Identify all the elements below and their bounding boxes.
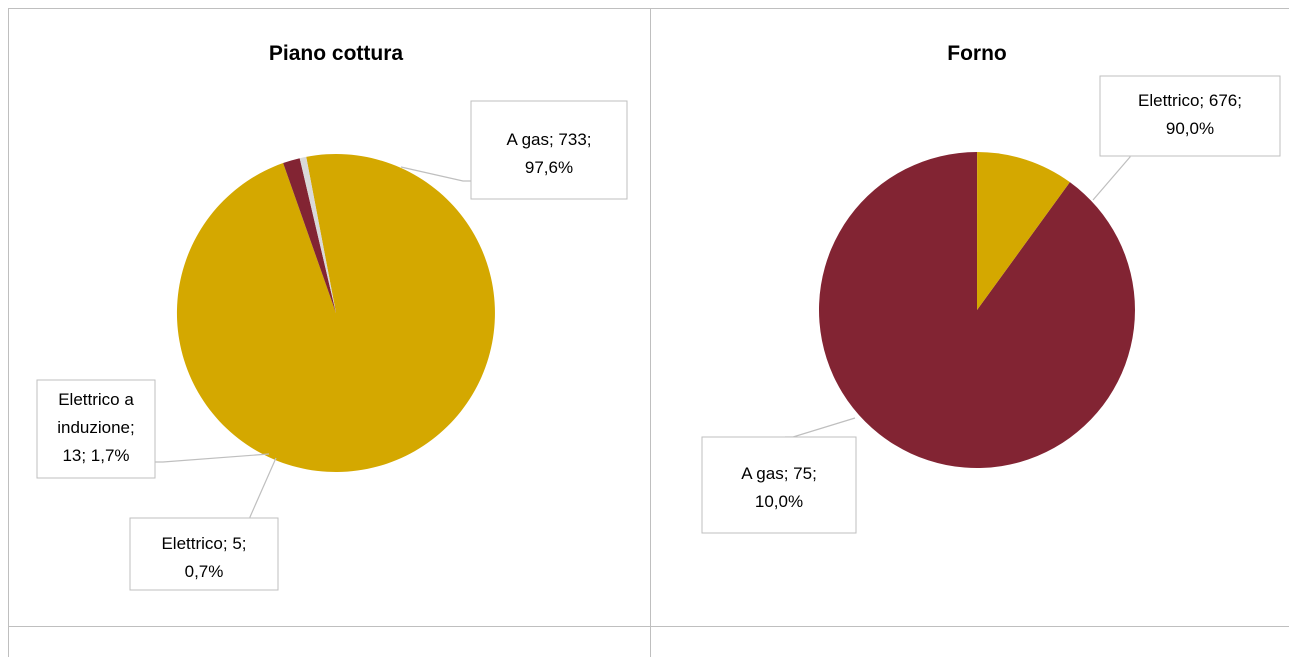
pie-slices (176, 154, 495, 473)
data-label-line: 13; 1,7% (62, 446, 129, 465)
data-label-elettrico: Elettrico; 676; 90,0% (1099, 75, 1281, 157)
pie-slice-elettrico (818, 151, 1135, 468)
leader-line-a-gas (785, 417, 856, 438)
leader-line-elettrico (1092, 156, 1131, 201)
data-label-a-gas: A gas; 733; 97,6% (470, 100, 628, 200)
leader-line-a-gas (400, 166, 471, 182)
data-label-box (1099, 75, 1281, 157)
data-label-line: A gas; 733; (506, 130, 591, 149)
data-label-a-gas: A gas; 75; 10,0% (701, 436, 857, 534)
data-label-elettrico-a-induzione: Elettrico a induzione; 13; 1,7% (36, 379, 156, 479)
data-label-box (36, 379, 156, 479)
data-label-line: 90,0% (1166, 119, 1214, 138)
pie-slice-elettrico-a-induzione (283, 158, 336, 313)
pie-slice-elettrico (299, 156, 336, 313)
data-label-line: 10,0% (755, 492, 803, 511)
leader-line-elettrico (249, 457, 277, 518)
chart-piano-cottura: Piano cottura A gas; 733; 97,6% Elettric… (36, 42, 628, 591)
data-label-line: Elettrico; 676; (1138, 91, 1242, 110)
data-label-box (701, 436, 857, 534)
leader-line-elettrico-a-induzione (155, 453, 270, 463)
data-label-line: induzione; (57, 418, 135, 437)
data-label-line: 97,6% (525, 158, 573, 177)
data-label-line: A gas; 75; (741, 464, 817, 483)
data-label-line: 0,7% (185, 562, 224, 581)
pie-slices (818, 151, 1135, 468)
data-label-elettrico: Elettrico; 5; 0,7% (129, 517, 279, 591)
pie-slice-a-gas (977, 152, 1070, 310)
pie-slice-a-gas (176, 154, 495, 473)
chart-title: Forno (947, 42, 1006, 65)
data-label-box (129, 517, 279, 591)
data-label-line: Elettrico; 5; (161, 534, 246, 553)
data-label-line: Elettrico a (58, 390, 134, 409)
chart-forno: Forno Elettrico; 676; 90,0% A gas; 75; 1… (701, 42, 1281, 534)
chart-title: Piano cottura (269, 42, 404, 65)
data-label-box (470, 100, 628, 200)
